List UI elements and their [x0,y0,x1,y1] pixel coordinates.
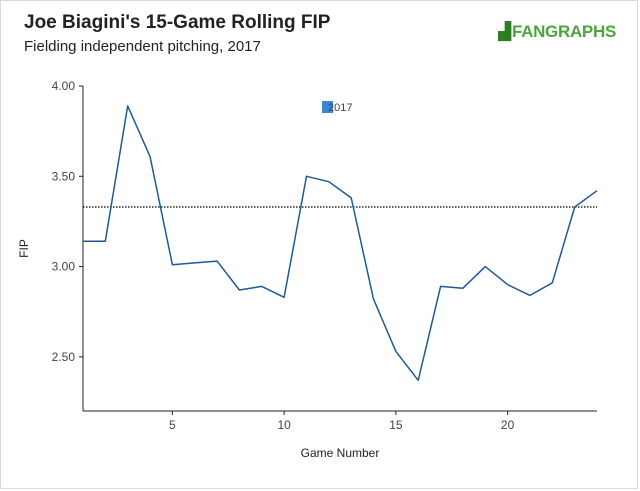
x-axis-label: Game Number [301,446,380,460]
x-tick-label: 10 [277,418,291,432]
y-tick-label: 3.00 [52,260,76,274]
y-tick-label: 3.50 [52,169,76,183]
x-tick-label: 20 [501,418,515,432]
y-tick-label: 4.00 [52,79,76,93]
legend-label: 2017 [328,102,352,114]
y-tick-label: 2.50 [52,350,76,364]
chart-title: Joe Biagini's 15-Game Rolling FIP [24,12,331,33]
brand-wordmark: FANGRAPHS [511,22,616,41]
plot-area [82,86,598,412]
logo-mark-icon: ▟ [498,22,511,41]
series-line-2017 [83,105,598,382]
legend-swatch [322,101,333,113]
y-axis-ticks: 2.50 3.00 3.50 4.00 [52,79,83,364]
chart-subtitle: Fielding independent pitching, 2017 [24,38,261,55]
y-axis-label: FIP [17,239,31,258]
x-axis-ticks: 5 10 15 20 [169,411,515,432]
x-tick-label: 5 [169,418,176,432]
legend: 2017 [322,101,352,114]
fangraphs-logo: ▟FANGRAPHS [498,22,616,42]
x-tick-label: 15 [389,418,403,432]
